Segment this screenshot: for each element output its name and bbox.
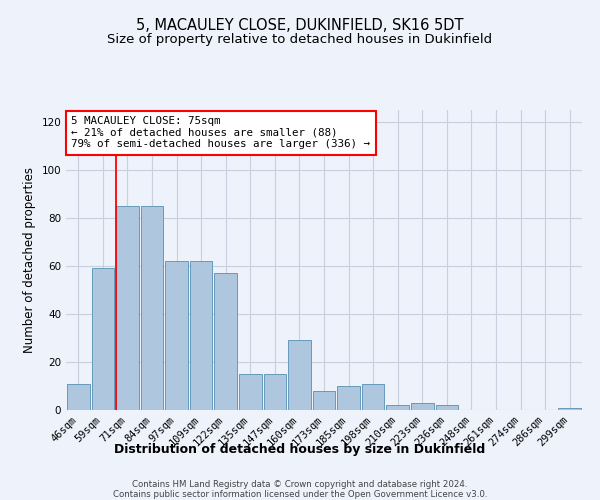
Bar [214,273,237,410]
Bar [140,206,163,410]
Text: Distribution of detached houses by size in Dukinfield: Distribution of detached houses by size … [115,442,485,456]
Bar [116,206,139,410]
Text: Size of property relative to detached houses in Dukinfield: Size of property relative to detached ho… [107,32,493,46]
Bar [559,408,581,410]
Text: 5 MACAULEY CLOSE: 75sqm
← 21% of detached houses are smaller (88)
79% of semi-de: 5 MACAULEY CLOSE: 75sqm ← 21% of detache… [71,116,370,149]
Bar [165,261,188,410]
Bar [362,384,385,410]
Bar [92,268,114,410]
Bar [67,384,89,410]
Text: 5, MACAULEY CLOSE, DUKINFIELD, SK16 5DT: 5, MACAULEY CLOSE, DUKINFIELD, SK16 5DT [136,18,464,32]
Bar [239,374,262,410]
Bar [411,403,434,410]
Bar [288,340,311,410]
Bar [263,374,286,410]
Bar [436,405,458,410]
Text: Contains HM Land Registry data © Crown copyright and database right 2024.
Contai: Contains HM Land Registry data © Crown c… [113,480,487,500]
Bar [337,386,360,410]
Y-axis label: Number of detached properties: Number of detached properties [23,167,36,353]
Bar [386,405,409,410]
Bar [190,261,212,410]
Bar [313,391,335,410]
